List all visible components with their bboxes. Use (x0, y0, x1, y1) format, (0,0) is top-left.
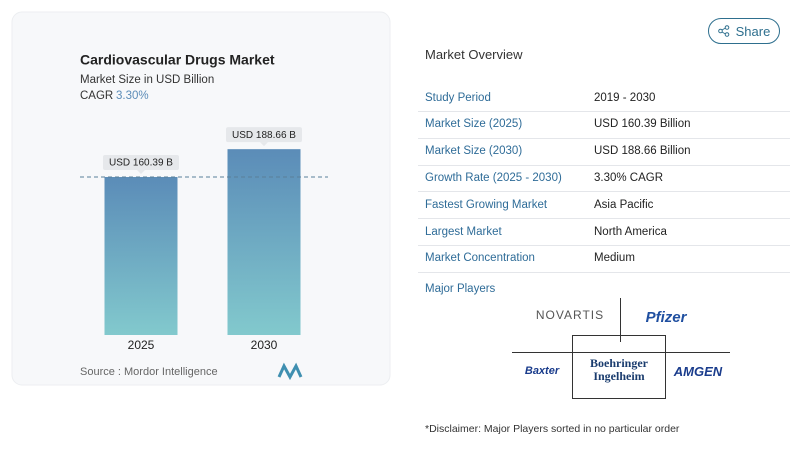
disclaimer: *Disclaimer: Major Players sorted in no … (425, 423, 680, 435)
row-key: Market Concentration (425, 252, 535, 265)
share-icon (717, 25, 729, 37)
row-value: North America (594, 225, 667, 238)
row-value: USD 160.39 Billion (594, 118, 691, 131)
player-logo: Pfizer (645, 308, 687, 326)
row-value: Asia Pacific (594, 198, 654, 211)
row-key: Study Period (425, 91, 491, 104)
chart: Cardiovascular Drugs Market Market Size … (11, 11, 391, 386)
overview-row: Growth Rate (2025 - 2030) 3.30% CAGR (418, 164, 790, 193)
row-value: Medium (594, 252, 635, 265)
value-label-pointer (137, 170, 145, 175)
brand-logo (277, 362, 303, 381)
x-tick-label: 2025 (128, 338, 155, 352)
player-logo: NOVARTIS (535, 308, 605, 322)
value-label-box (226, 127, 302, 143)
overview-row: Study Period 2019 - 2030 (418, 84, 790, 112)
cagr-label: CAGR (80, 90, 113, 102)
source: Source : Mordor Intelligence (80, 366, 218, 378)
row-key: Fastest Growing Market (425, 198, 548, 211)
bar (227, 149, 301, 335)
row-key: Market Size (2025) (425, 118, 523, 131)
overview-row: Fastest Growing Market Asia Pacific (418, 191, 790, 220)
overview-row: Market Size (2025) USD 160.39 Billion (418, 111, 790, 139)
row-value: 2019 - 2030 (594, 91, 656, 104)
cagr-value: 3.30% (116, 90, 149, 102)
value-label-pointer (260, 142, 268, 147)
share-button[interactable]: Share (708, 18, 780, 44)
chart-title: Cardiovascular Drugs Market (80, 52, 275, 68)
value-label: USD 188.66 B (232, 130, 296, 141)
row-key: Growth Rate (2025 - 2030) (425, 171, 562, 184)
value-label: USD 160.39 B (109, 158, 173, 169)
x-tick-label: 2030 (251, 338, 278, 352)
value-label-box (103, 155, 179, 171)
player-logo: Boehringer Ingelheim (590, 356, 648, 383)
overview-row: Market Size (2030) USD 188.66 Billion (418, 138, 790, 166)
player-logo: Baxter (524, 365, 560, 377)
share-label: Share (735, 23, 771, 39)
overview-row: Market Concentration Medium (418, 245, 790, 273)
row-value: 3.30% CAGR (594, 171, 664, 184)
chart-subtitle: Market Size in USD Billion (80, 74, 214, 86)
row-value: USD 188.66 Billion (594, 145, 691, 158)
overview-row: Largest Market North America (418, 218, 790, 246)
overview-title: Market Overview (425, 47, 523, 62)
players-title: Major Players (425, 283, 496, 295)
player-logo: AMGEN (673, 363, 723, 379)
row-key: Market Size (2030) (425, 145, 523, 158)
row-key: Largest Market (425, 225, 502, 238)
bar (104, 177, 178, 335)
chart-card (11, 11, 391, 386)
